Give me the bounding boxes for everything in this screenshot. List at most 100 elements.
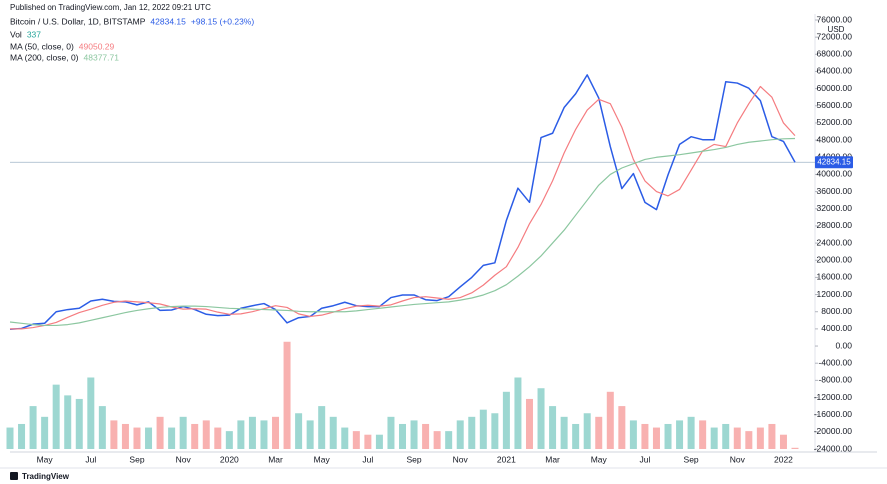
volume-bar: [248, 416, 256, 449]
volume-bar: [422, 423, 430, 449]
x-tick-label: May: [37, 454, 54, 464]
volume-bar: [156, 416, 164, 449]
volume-bar: [145, 427, 153, 449]
y-tick-label: 32000.00: [817, 203, 853, 213]
volume-bar: [41, 416, 49, 449]
y-tick-label: 0.00: [835, 340, 852, 350]
y-tick-label: 56000.00: [817, 100, 853, 110]
volume-bar: [329, 416, 337, 449]
legend-name: MA (200, close, 0): [10, 52, 79, 62]
y-tick-label: 20000.00: [817, 254, 853, 264]
symbol-title: Bitcoin / U.S. Dollar, 1D, BITSTAMP: [10, 16, 146, 26]
y-tick-label: 76000.00: [817, 14, 853, 24]
y-tick-label: 4000.00: [821, 323, 852, 333]
volume-bar: [375, 434, 383, 449]
legend-value: 337: [27, 29, 41, 39]
volume-bar: [272, 416, 280, 449]
legend-change: +98.15 (+0.23%): [191, 16, 254, 26]
ma-line: [9, 137, 796, 327]
legend-name: MA (50, close, 0): [10, 41, 74, 51]
volume-bar: [352, 431, 360, 449]
y-tick-label: 60000.00: [817, 83, 853, 93]
y-tick-label: 36000.00: [817, 186, 853, 196]
volume-bar: [479, 409, 487, 449]
volume-bar: [179, 416, 187, 449]
volume-bar: [491, 413, 499, 449]
y-tick-label: 64000.00: [817, 66, 853, 76]
volume-bar: [641, 423, 649, 449]
y-tick-label: 28000.00: [817, 220, 853, 230]
x-tick-label: May: [314, 454, 331, 464]
volume-bar: [745, 431, 753, 449]
volume-bar: [75, 398, 83, 449]
logo-mark: [10, 472, 18, 480]
x-tick-label: Mar: [268, 454, 283, 464]
y-tick-label: -4000.00: [818, 357, 852, 367]
volume-bar: [410, 420, 418, 449]
x-tick-label: Nov: [176, 454, 192, 464]
price-line: [9, 74, 796, 331]
volume-bar: [64, 395, 72, 449]
legend-value: 49050.29: [79, 41, 115, 51]
y-tick-label: -20000.00: [814, 426, 853, 436]
volume-bar: [399, 423, 406, 449]
volume-bar: [121, 423, 129, 449]
volume-bar: [768, 423, 776, 449]
x-tick-label: Nov: [453, 454, 469, 464]
x-tick-label: May: [591, 454, 608, 464]
volume-bar: [525, 398, 533, 449]
last-price-tag: [815, 156, 853, 169]
volume-bar: [468, 416, 476, 449]
volume-bar: [791, 447, 799, 449]
legend-last: 42834.15: [150, 16, 186, 26]
volume-bar: [133, 427, 141, 449]
volume-bar: [341, 427, 349, 449]
volume-bar: [572, 423, 580, 449]
volume-bar: [260, 420, 268, 449]
volume-bar: [733, 427, 741, 449]
logo: TradingView: [10, 472, 70, 481]
x-tick-label: 2022: [774, 454, 793, 464]
volume-bar: [595, 416, 603, 449]
volume-bar: [318, 406, 326, 449]
volume-bar: [98, 406, 106, 449]
volume-bar: [456, 420, 464, 449]
volume-bar: [514, 377, 522, 449]
volume-bar: [52, 384, 60, 449]
volume-bar: [537, 388, 545, 449]
volume-bar: [687, 416, 695, 449]
volume-bar: [214, 427, 222, 449]
legend-value: 48377.71: [84, 52, 120, 62]
volume-bar: [722, 423, 730, 449]
x-tick-label: 2020: [220, 454, 239, 464]
volume-bar: [618, 406, 626, 449]
volume-bar: [87, 377, 95, 449]
y-tick-label: 48000.00: [817, 134, 853, 144]
y-tick-label: -8000.00: [818, 375, 852, 385]
x-tick-label: Sep: [684, 454, 699, 464]
volume-bar: [18, 423, 26, 449]
volume-bar: [306, 420, 314, 449]
y-tick-label: -24000.00: [814, 443, 853, 453]
x-tick-label: Jul: [362, 454, 373, 464]
volume-bar: [202, 420, 210, 449]
ma-line: [10, 85, 796, 330]
volume-bar: [364, 434, 372, 449]
legend-name: Vol: [10, 29, 22, 39]
x-tick-label: Nov: [730, 454, 746, 464]
y-tick-label: 72000.00: [817, 31, 853, 41]
x-tick-label: Sep: [129, 454, 144, 464]
volume-bar: [560, 416, 568, 449]
y-tick-label: -16000.00: [814, 409, 853, 419]
volume-bar: [110, 420, 118, 449]
volume-bar: [283, 341, 291, 449]
volume-bar: [445, 431, 453, 449]
volume-bar: [710, 427, 718, 449]
volume-bar: [502, 391, 510, 449]
volume-bar: [225, 431, 233, 449]
volume-bar: [583, 413, 591, 449]
volume-bar: [295, 413, 303, 449]
volume-bar: [168, 427, 176, 449]
volume-bar: [606, 391, 614, 449]
volume-bar: [6, 427, 14, 449]
